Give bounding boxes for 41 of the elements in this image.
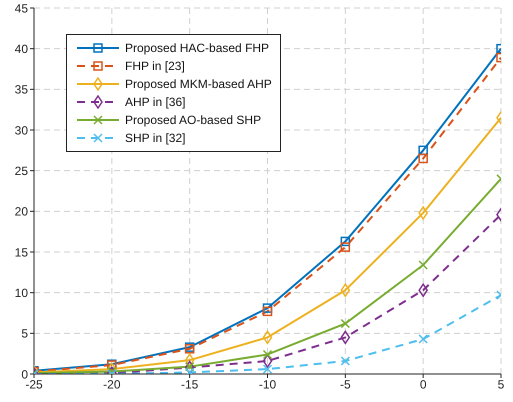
point <box>340 236 350 246</box>
x-tick-label: 5 <box>498 378 505 392</box>
x-tick-label: -5 <box>340 378 351 392</box>
point <box>418 334 428 344</box>
point <box>340 242 350 252</box>
legend-label: Proposed HAC-based FHP <box>125 41 270 55</box>
legend-label: FHP in [23] <box>125 59 185 73</box>
point <box>418 206 428 220</box>
y-tick-label: 20 <box>14 204 28 219</box>
point <box>262 364 272 374</box>
x-tick-label: -15 <box>180 378 199 392</box>
point <box>340 356 350 366</box>
legend-label: Proposed MKM-based AHP <box>125 77 272 91</box>
y-tick-label: 30 <box>14 123 28 138</box>
point <box>418 154 428 164</box>
x-tick-label: 0 <box>420 378 427 392</box>
point <box>184 362 194 372</box>
y-tick-label: 5 <box>21 326 28 341</box>
x-tick-label: -20 <box>103 378 121 392</box>
point <box>262 354 272 368</box>
x-tick-label: -10 <box>258 378 276 392</box>
point <box>340 318 350 328</box>
legend-label: AHP in [36] <box>125 95 186 109</box>
legend-label: Proposed AO-based SHP <box>125 113 262 127</box>
point <box>262 350 272 360</box>
point <box>262 330 272 344</box>
legend-label: SHP in [32] <box>125 131 186 145</box>
point <box>262 306 272 316</box>
y-tick-label: 10 <box>14 286 28 300</box>
point <box>107 362 117 374</box>
y-tick-label: 40 <box>14 42 28 56</box>
y-tick-label: 35 <box>14 82 28 97</box>
point <box>418 283 428 297</box>
point <box>184 353 194 367</box>
point <box>418 260 428 270</box>
y-tick-label: 25 <box>14 164 28 178</box>
y-tick-label: 45 <box>14 1 28 16</box>
point <box>340 283 350 297</box>
y-tick-label: 15 <box>14 245 28 260</box>
point <box>340 330 350 344</box>
point <box>184 360 194 374</box>
